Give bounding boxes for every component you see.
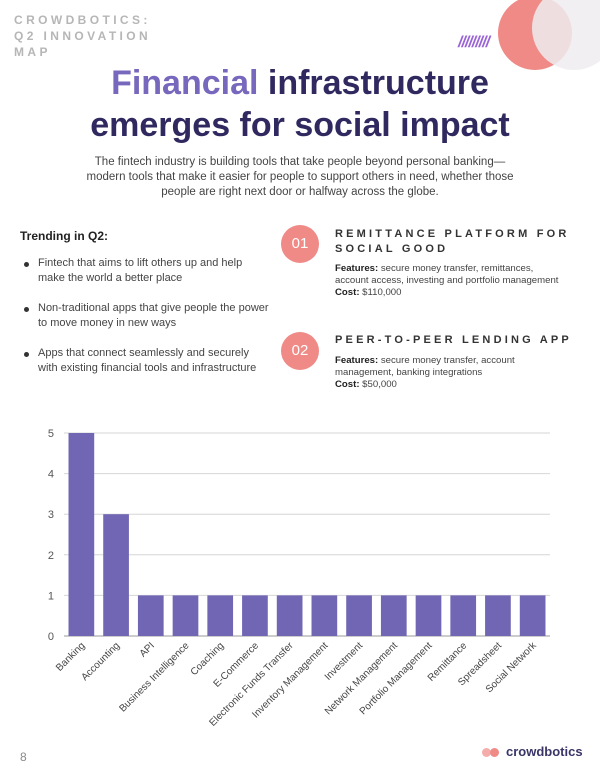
chart-bar	[346, 595, 372, 636]
chart-bar	[242, 595, 268, 636]
bullet-icon	[24, 262, 29, 267]
features-label: Features:	[335, 263, 379, 274]
features-label: Features:	[335, 355, 379, 366]
trending-heading: Trending in Q2:	[20, 229, 109, 243]
chart-bar	[380, 595, 407, 636]
chart-bar	[519, 595, 546, 636]
feature-details: Features: secure money transfer, account…	[335, 355, 567, 391]
cost-label: Cost:	[335, 379, 360, 390]
y-tick-label: 2	[48, 550, 54, 562]
trending-list: Fintech that aims to lift others up and …	[20, 256, 270, 391]
y-tick-label: 1	[48, 590, 54, 602]
feature-title: REMITTANCE PLATFORM FOR SOCIAL GOOD	[335, 228, 570, 255]
chart-bar	[485, 595, 511, 636]
title-accent: Financial	[111, 64, 259, 102]
crowdbotics-logo: crowdbotics	[482, 744, 583, 759]
x-tick-label: Business Intelligence	[117, 640, 192, 715]
features-text: secure money transfer, remittances, acco…	[335, 263, 559, 286]
page-title: Financial infrastructure emerges for soc…	[0, 62, 600, 146]
chart-bar	[311, 595, 338, 636]
y-tick-label: 5	[48, 428, 54, 440]
chart-bar	[207, 595, 234, 636]
list-item: Non-traditional apps that give people th…	[20, 301, 270, 331]
y-tick-label: 0	[48, 631, 54, 643]
chart-bar	[450, 595, 477, 636]
feature-title: PEER-TO-PEER LENDING APP	[335, 334, 572, 346]
list-item-text: Apps that connect seamlessly and securel…	[38, 347, 257, 374]
report-kicker: CROWDBOTICS: Q2 INNOVATION MAP	[14, 13, 152, 59]
decorative-hatch: /////////	[458, 34, 490, 51]
cost-value: $110,000	[359, 287, 402, 298]
title-line1-rest: infrastructure	[258, 64, 489, 102]
title-line2: emerges for social impact	[90, 106, 510, 144]
bullet-icon	[24, 307, 29, 312]
intro-paragraph: The fintech industry is building tools t…	[86, 156, 514, 198]
logo-mark-icon	[482, 746, 502, 758]
cost-value: $50,000	[359, 379, 397, 390]
chart-bar	[276, 595, 303, 636]
feature-number-badge: 02	[281, 332, 319, 370]
bullet-icon	[24, 352, 29, 357]
logo-wordmark: crowdbotics	[506, 744, 583, 759]
list-item: Apps that connect seamlessly and securel…	[20, 346, 270, 376]
list-item: Fintech that aims to lift others up and …	[20, 256, 270, 286]
x-tick-label: API	[138, 640, 157, 659]
chart-bar	[415, 595, 442, 636]
chart-bar	[103, 514, 129, 636]
list-item-text: Fintech that aims to lift others up and …	[38, 257, 243, 284]
y-tick-label: 4	[48, 469, 54, 481]
list-item-text: Non-traditional apps that give people th…	[38, 302, 269, 329]
chart-bar	[68, 433, 95, 636]
features-text: secure money transfer, account managemen…	[335, 355, 515, 378]
page-number: 8	[20, 750, 27, 764]
feature-number-badge: 01	[281, 225, 319, 263]
feature-details: Features: secure money transfer, remitta…	[335, 263, 567, 299]
chart-bar	[137, 595, 164, 636]
chart-bar	[172, 595, 199, 636]
cost-label: Cost:	[335, 287, 360, 298]
x-tick-label: Banking	[54, 640, 87, 673]
y-tick-label: 3	[48, 509, 54, 521]
